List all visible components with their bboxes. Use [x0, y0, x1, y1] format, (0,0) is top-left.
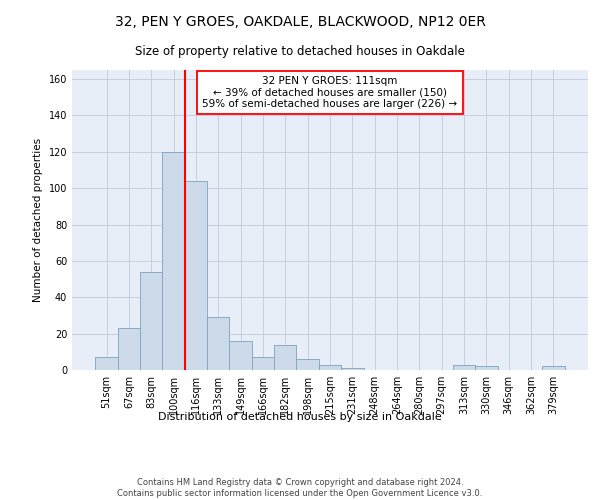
Bar	[229, 341, 252, 370]
Bar	[453, 364, 475, 370]
Bar	[118, 328, 140, 370]
Text: Contains HM Land Registry data © Crown copyright and database right 2024.
Contai: Contains HM Land Registry data © Crown c…	[118, 478, 482, 498]
Bar	[475, 366, 497, 370]
Bar	[207, 318, 229, 370]
Bar	[252, 358, 274, 370]
Text: 32, PEN Y GROES, OAKDALE, BLACKWOOD, NP12 0ER: 32, PEN Y GROES, OAKDALE, BLACKWOOD, NP1…	[115, 15, 485, 29]
Text: Size of property relative to detached houses in Oakdale: Size of property relative to detached ho…	[135, 45, 465, 58]
Bar	[140, 272, 163, 370]
Bar	[185, 181, 207, 370]
Bar	[341, 368, 364, 370]
Text: 32 PEN Y GROES: 111sqm
← 39% of detached houses are smaller (150)
59% of semi-de: 32 PEN Y GROES: 111sqm ← 39% of detached…	[202, 76, 458, 109]
Text: Distribution of detached houses by size in Oakdale: Distribution of detached houses by size …	[158, 412, 442, 422]
Y-axis label: Number of detached properties: Number of detached properties	[33, 138, 43, 302]
Bar	[296, 359, 319, 370]
Bar	[95, 358, 118, 370]
Bar	[163, 152, 185, 370]
Bar	[319, 364, 341, 370]
Bar	[542, 366, 565, 370]
Bar	[274, 344, 296, 370]
